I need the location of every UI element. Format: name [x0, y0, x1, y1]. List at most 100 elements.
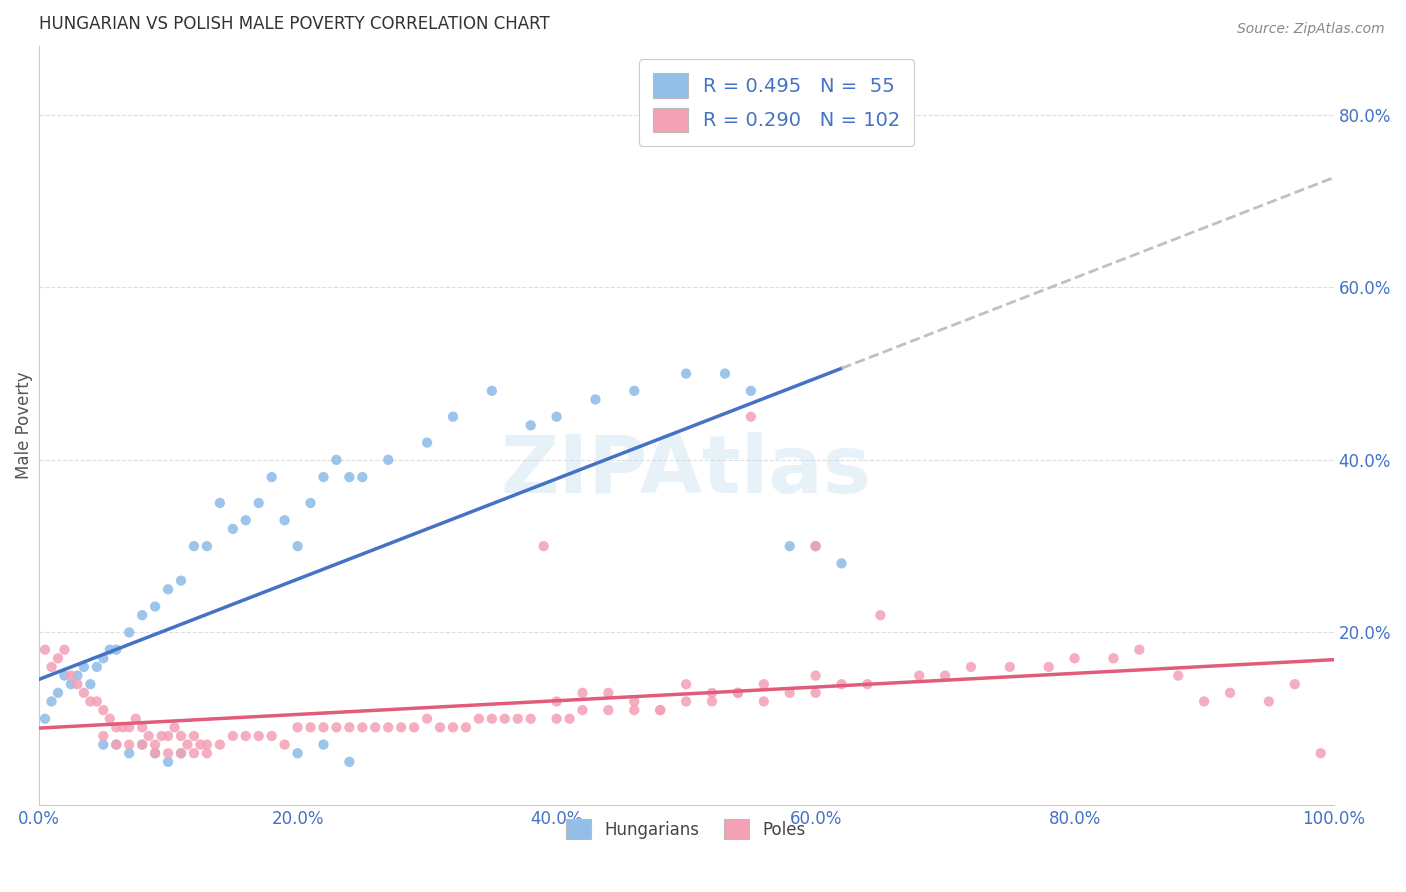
Point [91, 703, 114, 717]
Point [143, 746, 166, 760]
Point [337, 470, 360, 484]
Point [98, 642, 121, 657]
Point [325, 453, 347, 467]
Point [247, 496, 270, 510]
Point [441, 720, 464, 734]
Point [546, 712, 568, 726]
Point [675, 367, 697, 381]
Point [111, 720, 134, 734]
Point [429, 720, 451, 734]
Point [558, 712, 581, 726]
Point [131, 720, 153, 734]
Point [416, 435, 439, 450]
Point [170, 746, 193, 760]
Point [650, 703, 672, 717]
Point [183, 539, 205, 553]
Point [1167, 668, 1189, 682]
Point [79, 694, 101, 708]
Point [700, 694, 723, 708]
Point [163, 720, 186, 734]
Point [73, 660, 96, 674]
Point [287, 746, 309, 760]
Point [183, 746, 205, 760]
Point [86, 694, 108, 708]
Text: HUNGARIAN VS POLISH MALE POVERTY CORRELATION CHART: HUNGARIAN VS POLISH MALE POVERTY CORRELA… [38, 15, 550, 33]
Point [364, 720, 387, 734]
Point [260, 729, 283, 743]
Point [389, 720, 412, 734]
Point [170, 574, 193, 588]
Point [118, 625, 141, 640]
Point [195, 738, 218, 752]
Point [804, 539, 827, 553]
Point [998, 660, 1021, 674]
Point [598, 686, 620, 700]
Point [312, 738, 335, 752]
Point [138, 729, 160, 743]
Point [53, 642, 76, 657]
Point [571, 686, 593, 700]
Point [125, 712, 148, 726]
Point [143, 746, 166, 760]
Point [831, 677, 853, 691]
Point [740, 409, 762, 424]
Point [585, 392, 607, 407]
Point [352, 720, 374, 734]
Point [1284, 677, 1306, 691]
Point [468, 712, 491, 726]
Point [752, 694, 775, 708]
Point [287, 720, 309, 734]
Point [105, 738, 128, 752]
Point [481, 384, 503, 398]
Point [59, 677, 82, 691]
Point [53, 668, 76, 682]
Point [105, 642, 128, 657]
Point [312, 470, 335, 484]
Point [598, 703, 620, 717]
Point [831, 557, 853, 571]
Point [352, 470, 374, 484]
Point [143, 738, 166, 752]
Text: ZIPAtlas: ZIPAtlas [501, 432, 872, 510]
Point [533, 539, 555, 553]
Point [247, 729, 270, 743]
Point [1257, 694, 1279, 708]
Point [519, 712, 541, 726]
Point [79, 677, 101, 691]
Point [91, 729, 114, 743]
Point [1309, 746, 1331, 760]
Point [105, 720, 128, 734]
Point [377, 720, 399, 734]
Point [98, 712, 121, 726]
Point [546, 694, 568, 708]
Point [157, 755, 180, 769]
Point [869, 608, 891, 623]
Point [150, 729, 173, 743]
Point [404, 720, 426, 734]
Point [208, 496, 231, 510]
Point [960, 660, 983, 674]
Point [157, 582, 180, 597]
Point [1063, 651, 1085, 665]
Point [143, 599, 166, 614]
Point [46, 651, 69, 665]
Point [91, 738, 114, 752]
Point [519, 418, 541, 433]
Point [312, 720, 335, 734]
Point [34, 712, 56, 726]
Point [34, 642, 56, 657]
Y-axis label: Male Poverty: Male Poverty [15, 372, 32, 479]
Point [506, 712, 529, 726]
Point [170, 729, 193, 743]
Point [714, 367, 737, 381]
Point [623, 703, 645, 717]
Point [41, 660, 63, 674]
Legend: Hungarians, Poles: Hungarians, Poles [560, 813, 813, 846]
Point [675, 677, 697, 691]
Point [454, 720, 477, 734]
Point [195, 746, 218, 760]
Point [779, 686, 801, 700]
Point [235, 513, 257, 527]
Point [273, 738, 295, 752]
Point [804, 539, 827, 553]
